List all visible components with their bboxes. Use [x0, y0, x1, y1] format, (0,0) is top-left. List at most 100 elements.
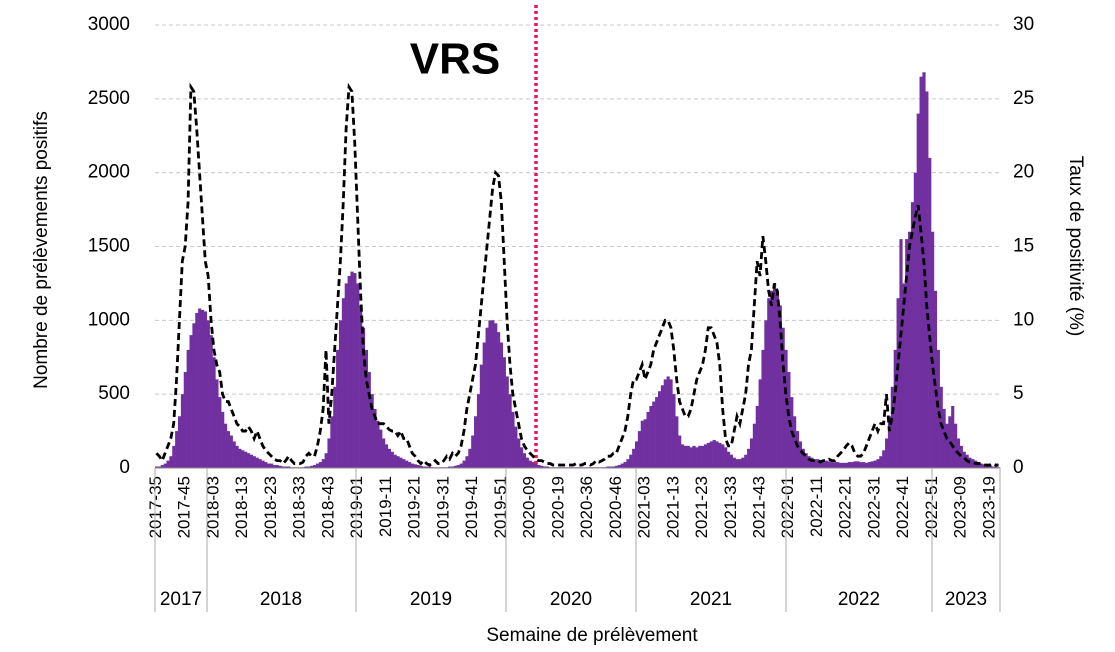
- bar: [770, 290, 774, 468]
- y-tick-label: 2000: [88, 162, 130, 183]
- bar: [945, 423, 949, 468]
- bar: [359, 305, 363, 468]
- bar: [663, 379, 667, 468]
- bar: [361, 327, 366, 468]
- bar: [198, 308, 202, 468]
- bar: [781, 327, 785, 468]
- bar: [824, 460, 828, 468]
- bar: [899, 239, 903, 468]
- bar: [169, 456, 173, 468]
- bar: [657, 391, 662, 468]
- bar: [821, 460, 825, 468]
- x-tick-label: 2022-41: [893, 476, 912, 538]
- bar: [453, 465, 458, 468]
- bar: [206, 320, 210, 468]
- bar: [494, 323, 498, 468]
- bar: [238, 448, 242, 468]
- bar: [163, 463, 167, 468]
- y2-tick-label: 10: [1013, 309, 1034, 330]
- bar: [772, 283, 777, 468]
- bar: [223, 423, 228, 468]
- x-tick-label: 2022-21: [836, 476, 855, 538]
- bar: [896, 298, 900, 468]
- bar: [451, 466, 455, 468]
- bar: [703, 444, 708, 468]
- bar: [545, 466, 550, 468]
- x-tick-label: 2022-01: [778, 476, 797, 538]
- bar: [994, 466, 998, 468]
- bar: [324, 453, 328, 468]
- x-tick-label: 2019-01: [347, 476, 366, 538]
- bar: [885, 438, 889, 468]
- bar: [706, 442, 711, 468]
- bar: [212, 357, 216, 468]
- bar: [318, 462, 323, 468]
- bar: [310, 465, 314, 468]
- bar: [798, 441, 802, 468]
- bar: [784, 349, 788, 468]
- bar: [833, 462, 837, 468]
- bar: [721, 444, 725, 468]
- x-tick-label: 2022-51: [922, 476, 941, 538]
- bar: [749, 438, 754, 468]
- y2-tick-label: 25: [1013, 88, 1034, 109]
- bar: [497, 332, 501, 468]
- bar: [778, 305, 782, 468]
- bar: [724, 447, 728, 468]
- y-tick-label: 500: [98, 383, 130, 404]
- bar: [634, 441, 639, 468]
- bar: [649, 405, 653, 468]
- bar: [761, 349, 765, 468]
- bar: [307, 466, 311, 468]
- bar: [416, 465, 420, 468]
- bar: [905, 239, 909, 468]
- bar: [925, 91, 929, 468]
- bar: [315, 463, 320, 468]
- bar: [522, 453, 527, 468]
- bar: [502, 357, 506, 468]
- x-tick-label: 2019-31: [433, 476, 452, 538]
- bar: [680, 444, 685, 468]
- bar: [384, 444, 389, 468]
- bar: [341, 298, 345, 468]
- bar: [347, 276, 351, 468]
- bar: [474, 416, 478, 468]
- x-tick-label: 2020-19: [548, 476, 567, 538]
- bar: [189, 335, 193, 468]
- bar: [701, 445, 705, 468]
- bar: [839, 462, 843, 468]
- bar: [666, 376, 670, 468]
- x-tick-label: 2019-51: [491, 476, 510, 538]
- x-tick-label: 2023-09: [951, 476, 970, 538]
- bar: [321, 459, 325, 468]
- year-label: 2019: [410, 589, 452, 610]
- bar: [816, 459, 820, 468]
- bar: [192, 323, 196, 468]
- bar: [402, 459, 406, 468]
- bar: [675, 416, 679, 468]
- bar: [405, 460, 409, 468]
- bar: [499, 342, 504, 468]
- bar: [180, 394, 185, 468]
- x-tick-label: 2020-09: [520, 476, 539, 538]
- bar: [844, 462, 848, 468]
- bar: [172, 445, 176, 468]
- x-tick-label: 2021-43: [749, 476, 768, 538]
- bar: [249, 454, 254, 468]
- bar: [709, 441, 713, 468]
- x-tick-label: 2023-19: [979, 476, 998, 538]
- bar: [741, 457, 745, 468]
- bar: [678, 435, 682, 468]
- y2-tick-label: 15: [1013, 236, 1034, 257]
- bar: [218, 397, 222, 468]
- bar: [278, 465, 282, 468]
- bar: [482, 342, 486, 468]
- bar: [744, 454, 748, 468]
- bar: [370, 394, 374, 468]
- bar: [738, 459, 742, 468]
- bar: [813, 459, 817, 468]
- x-tick-label: 2018-23: [261, 476, 280, 538]
- bar: [859, 462, 863, 468]
- bar: [520, 447, 524, 468]
- bar: [387, 448, 391, 468]
